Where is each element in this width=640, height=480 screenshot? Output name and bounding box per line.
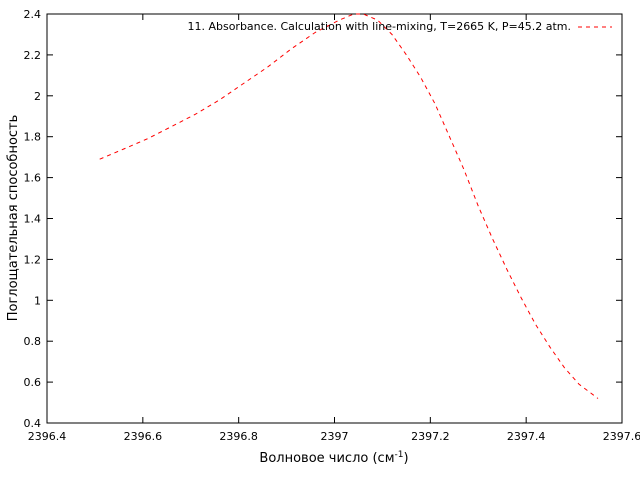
x-tick-label: 2396.8 — [219, 430, 258, 443]
x-tick-label: 2397 — [321, 430, 349, 443]
x-tick-label: 2397.4 — [507, 430, 546, 443]
plot-frame — [46, 13, 623, 424]
axis-ticks — [46, 13, 623, 424]
legend-label: 11. Absorbance. Calculation with line-mi… — [187, 20, 571, 33]
y-tick-label: 1.2 — [24, 253, 42, 266]
x-axis-label: Волновое число (см-1) — [259, 450, 408, 466]
x-tick-label: 2397.6 — [603, 430, 640, 443]
y-tick-label: 0.8 — [24, 335, 42, 348]
y-axis-label: Поглощательная способность — [6, 115, 21, 322]
series-line — [99, 13, 599, 399]
y-tick-label: 0.6 — [24, 376, 42, 389]
x-axis-label-superscript: -1 — [395, 450, 404, 460]
x-tick-label: 2396.6 — [124, 430, 163, 443]
x-axis-label-close: ) — [403, 451, 408, 466]
y-tick-label: 1 — [34, 294, 41, 307]
y-tick-label: 1.4 — [24, 213, 42, 226]
y-tick-label: 2.2 — [24, 49, 42, 62]
x-tick-label: 2397.2 — [411, 430, 450, 443]
y-tick-label: 1.8 — [24, 131, 42, 144]
y-tick-label: 2 — [34, 90, 41, 103]
series-layer — [99, 13, 599, 399]
x-axis-label-main: Волновое число (см — [259, 451, 394, 466]
y-tick-label: 2.4 — [24, 8, 42, 21]
x-tick-label: 2396.4 — [28, 430, 67, 443]
axis-tick-labels: 2396.4 2396.6 2396.8 2397 2397.2 2397.4 2397.6… — [24, 8, 640, 443]
y-tick-label: 0.4 — [24, 417, 42, 430]
y-tick-label: 1.6 — [24, 172, 42, 185]
